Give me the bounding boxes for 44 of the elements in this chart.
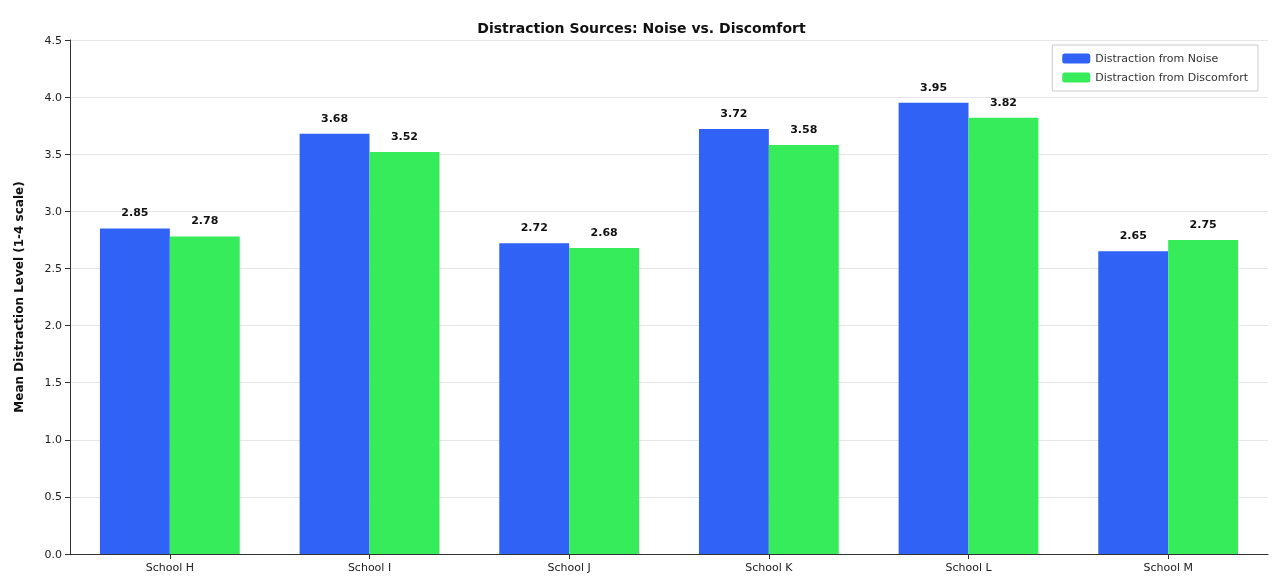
bar	[1168, 239, 1239, 554]
data-label: 3.72	[720, 107, 748, 121]
x-tick-label: School K	[745, 561, 794, 574]
data-label: 2.75	[1189, 217, 1217, 231]
y-tick-label: 4.5	[44, 33, 62, 47]
bar	[169, 236, 240, 554]
x-tick-label: School H	[145, 561, 194, 574]
bar	[369, 151, 440, 554]
x-tick-label: School L	[945, 561, 993, 574]
bar	[99, 228, 170, 554]
bar	[499, 243, 570, 554]
chart-title: Distraction Sources: Noise vs. Discomfort	[477, 20, 806, 36]
y-tick-label: 4.0	[44, 90, 62, 104]
data-label: 3.68	[320, 111, 349, 125]
y-tick-label: 1.0	[44, 433, 62, 447]
data-label: 2.68	[590, 225, 618, 239]
y-tick-label: 2.5	[44, 261, 62, 275]
y-axis-title: Mean Distraction Level (1-4 scale)	[12, 181, 26, 413]
legend-label: Distraction from Noise	[1095, 52, 1219, 65]
x-tick-label: School I	[347, 561, 392, 574]
data-label: 3.58	[790, 123, 818, 137]
y-tick-label: 0.5	[44, 490, 62, 504]
data-label: 2.65	[1119, 229, 1147, 243]
bar	[569, 247, 640, 554]
y-tick-label: 3.5	[44, 147, 62, 161]
y-tick-label: 0.0	[44, 547, 62, 561]
data-label: 3.95	[919, 80, 948, 94]
bar	[968, 117, 1039, 554]
bar	[1098, 251, 1169, 554]
y-tick-label: 3.0	[44, 204, 62, 218]
bar	[698, 129, 769, 554]
x-tick-label: School J	[547, 561, 591, 574]
data-label: 3.52	[390, 129, 419, 143]
bar	[299, 133, 370, 554]
legend-label: Distraction from Discomfort	[1095, 71, 1249, 84]
y-tick-label: 2.0	[44, 319, 62, 333]
data-label: 2.85	[121, 206, 149, 220]
x-tick-label: School M	[1143, 561, 1193, 574]
data-label: 3.82	[989, 95, 1018, 109]
data-label: 2.78	[191, 214, 219, 228]
y-tick-label: 1.5	[44, 376, 62, 390]
bar	[768, 145, 839, 554]
bar	[898, 102, 969, 554]
data-label: 2.72	[520, 221, 548, 235]
